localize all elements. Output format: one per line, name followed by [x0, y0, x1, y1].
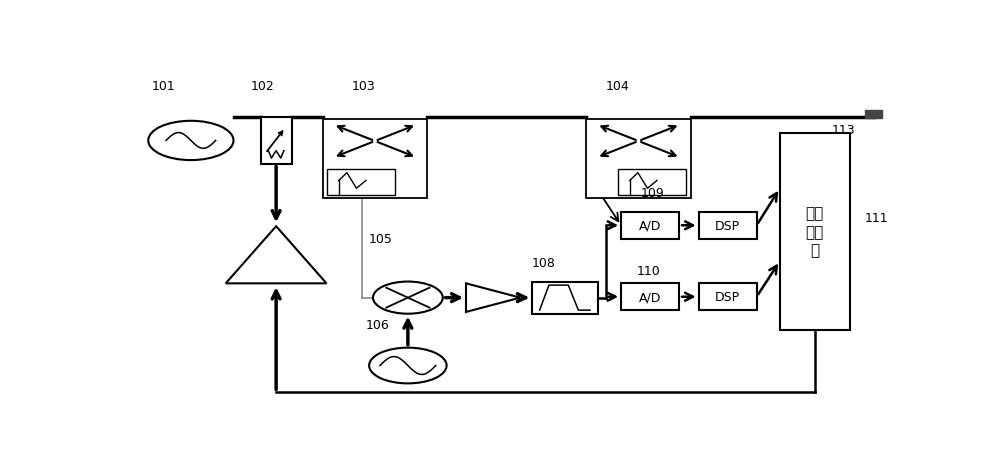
Text: 109: 109 [640, 187, 664, 200]
Text: 103: 103 [352, 80, 376, 93]
Text: 111: 111 [865, 211, 889, 225]
Bar [323, 120, 427, 198]
Text: 110: 110 [637, 265, 660, 278]
Bar [586, 120, 691, 198]
Text: A/D: A/D [639, 219, 661, 232]
Text: 113: 113 [832, 124, 855, 137]
Bar [261, 118, 292, 164]
Text: 108: 108 [532, 257, 556, 269]
Text: A/D: A/D [639, 291, 661, 304]
Polygon shape [466, 284, 520, 312]
Bar [865, 111, 882, 119]
Circle shape [369, 348, 447, 383]
Text: DSP: DSP [715, 291, 740, 304]
Bar [780, 134, 850, 330]
Text: 106: 106 [365, 318, 389, 332]
Polygon shape [226, 227, 326, 284]
Text: 101: 101 [152, 80, 176, 93]
Circle shape [148, 121, 234, 161]
Text: 105: 105 [369, 233, 393, 246]
Bar [532, 282, 598, 314]
Text: 102: 102 [251, 80, 275, 93]
Bar [326, 169, 395, 195]
Text: 104: 104 [606, 80, 629, 93]
Text: DSP: DSP [715, 219, 740, 232]
Bar [698, 284, 757, 311]
Bar [621, 284, 679, 311]
Bar [698, 213, 757, 239]
Bar [621, 213, 679, 239]
Circle shape [373, 282, 443, 314]
Text: 中央
处理
器: 中央 处理 器 [806, 206, 824, 258]
Bar [618, 169, 686, 195]
